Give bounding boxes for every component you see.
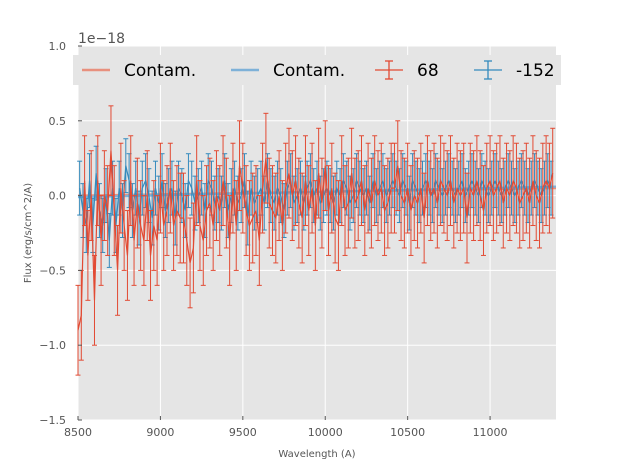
x-axis-ticks: 8500 9000 9500 10000 10500 11000 [64,416,508,439]
series-68-line [77,150,554,331]
legend-label-1: Contam. [273,61,345,81]
y-tick-label-2: −0.5 [39,264,66,277]
x-tick-label-0: 8500 [64,426,92,439]
legend-label-2: 68 [417,61,439,81]
y-tick-label-4: 0.5 [49,115,67,128]
legend: Contam. Contam. 68 -152 [73,55,561,85]
legend-label-0: Contam. [124,61,196,81]
y-tick-label-1: −1.0 [39,339,66,352]
x-tick-label-5: 11000 [473,426,508,439]
x-axis-label: Wavelength (A) [278,449,355,460]
y-axis-ticks: −1.5 −1.0 −0.5 0.0 0.5 1.0 [39,40,82,427]
x-tick-label-3: 10000 [308,426,343,439]
y-tick-label-3: 0.0 [49,190,67,203]
x-tick-label-4: 10500 [390,426,425,439]
y-tick-label-0: −1.5 [39,414,66,427]
y-offset-label: 1e−18 [78,31,125,47]
y-axis-label: Flux (erg/s/cm^2/A) [23,183,34,283]
x-tick-label-2: 9500 [229,426,257,439]
legend-label-3: -152 [516,61,555,81]
y-tick-label-5: 1.0 [49,40,67,53]
x-tick-label-1: 9000 [146,426,174,439]
